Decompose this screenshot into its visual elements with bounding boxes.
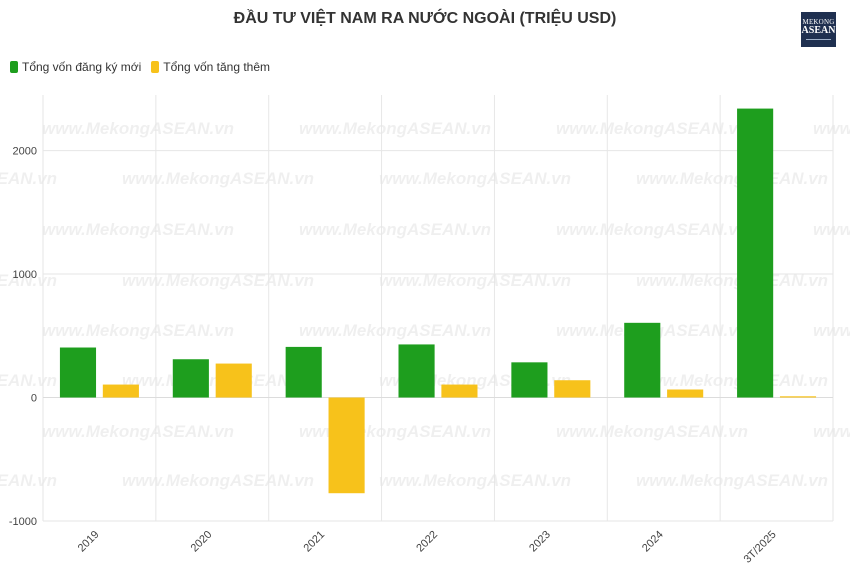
watermark-text: www.MekongASEAN.vn [636,271,828,290]
legend-item-new-registered[interactable]: Tổng vốn đăng ký mới [10,60,141,74]
watermark-layer: www.MekongASEAN.vn www.MekongASEAN.vn www.… [0,119,850,490]
y-tick-label: 0 [31,393,37,405]
watermark-text: www.MekongASEAN.vn [379,271,571,290]
watermark-text: www.MekongASEAN.vn [813,321,850,340]
bars [59,108,817,494]
legend-swatch-new-registered [10,61,18,73]
bar-additional [441,384,478,398]
y-tick-label: 2000 [13,146,37,158]
y-tick-label: -1000 [9,516,37,528]
bar-new-registered [398,344,435,398]
watermark-text: www.MekongASEAN.vn [556,220,748,239]
watermark-text: www.MekongASEAN.vn [122,471,314,490]
legend-swatch-additional [151,61,160,73]
mekongasean-logo: MEKONG ASEAN [801,12,836,47]
axes: -1000 0 1000 2000 2019 2020 2021 2022 2023 2024 3T… [9,146,779,566]
watermark-text: www.MekongASEAN.vn [379,169,571,188]
watermark-text: www.MekongASEAN.vn [813,422,850,441]
x-tick-label: 3T/2025 [742,529,779,566]
bar-new-registered [737,108,774,398]
watermark-text: www.MekongASEAN.vn [0,371,57,390]
watermark-text: www.MekongASEAN.vn [813,119,850,138]
bar-additional [779,396,817,398]
watermark-text: www.MekongASEAN.vn [42,422,234,441]
watermark-text: www.MekongASEAN.vn [556,422,748,441]
watermark-text: www.MekongASEAN.vn [299,220,491,239]
logo-line1: MEKONG [802,18,835,26]
bar-additional [102,384,139,398]
bar-additional [215,363,252,398]
y-tick-label: 1000 [13,269,37,281]
x-tick-label: 2022 [414,529,440,555]
legend-label-additional: Tổng vốn tăng thêm [163,60,270,74]
watermark-text: www.MekongASEAN.vn [42,321,234,340]
bar-new-registered [285,346,322,398]
watermark-text: www.MekongASEAN.vn [122,271,314,290]
x-tick-label: 2020 [189,529,215,555]
bar-additional [554,380,591,398]
chart-title: ĐẦU TƯ VIỆT NAM RA NƯỚC NGOÀI (TRIỆU USD… [233,10,617,27]
legend: Tổng vốn đăng ký mới Tổng vốn tăng thêm [10,60,270,74]
watermark-text: www.MekongASEAN.vn [0,471,57,490]
gridlines [42,95,834,522]
bar-new-registered [624,322,661,398]
watermark-text: www.MekongASEAN.vn [636,169,828,188]
watermark-text: www.MekongASEAN.vn [379,471,571,490]
watermark-text: www.MekongASEAN.vn [636,371,828,390]
watermark-text: www.MekongASEAN.vn [122,169,314,188]
x-tick-label: 2024 [640,529,666,555]
bar-new-registered [59,347,97,398]
bar-additional [667,389,704,398]
watermark-text: www.MekongASEAN.vn [42,220,234,239]
x-tick-label: 2019 [76,529,102,555]
watermark-text: www.MekongASEAN.vn [299,422,491,441]
watermark-text: www.MekongASEAN.vn [299,119,491,138]
x-tick-label: 2021 [301,529,327,555]
watermark-text: www.MekongASEAN.vn [42,119,234,138]
watermark-text: www.MekongASEAN.vn [556,119,748,138]
watermark-text: www.MekongASEAN.vn [299,321,491,340]
bar-new-registered [172,359,209,398]
watermark-text: www.MekongASEAN.vn [813,220,850,239]
bar-new-registered [511,362,548,398]
legend-label-new-registered: Tổng vốn đăng ký mới [22,60,142,74]
logo-underline [806,39,831,40]
legend-item-additional[interactable]: Tổng vốn tăng thêm [151,60,270,74]
logo-line2: ASEAN [801,25,836,36]
watermark-text: www.MekongASEAN.vn [636,471,828,490]
bar-additional [328,397,365,494]
x-tick-label: 2023 [527,529,553,555]
watermark-text: www.MekongASEAN.vn [0,169,57,188]
